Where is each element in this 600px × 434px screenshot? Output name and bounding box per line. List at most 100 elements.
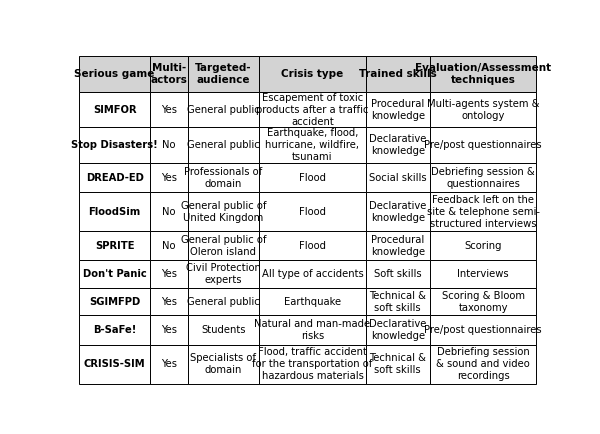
Text: Social skills: Social skills xyxy=(369,173,427,183)
Bar xyxy=(188,288,259,316)
Text: FloodSim: FloodSim xyxy=(88,207,141,217)
Bar xyxy=(365,56,430,92)
Text: Multi-agents system &
ontology: Multi-agents system & ontology xyxy=(427,99,539,121)
Bar xyxy=(430,288,536,316)
Text: General public of
Oleron island: General public of Oleron island xyxy=(181,235,266,257)
Text: Students: Students xyxy=(201,325,245,335)
Bar xyxy=(365,260,430,288)
Text: Procedural
knowledge: Procedural knowledge xyxy=(371,99,425,121)
Bar xyxy=(188,260,259,288)
Bar xyxy=(259,345,365,384)
Text: SGIMFPD: SGIMFPD xyxy=(89,297,140,307)
Bar xyxy=(79,231,151,260)
Text: General public: General public xyxy=(187,140,260,150)
Text: Targeted-
audience: Targeted- audience xyxy=(195,63,252,85)
Text: Soft skills: Soft skills xyxy=(374,269,422,279)
Text: Declarative
knowledge: Declarative knowledge xyxy=(369,201,427,223)
Text: General public: General public xyxy=(187,105,260,115)
Bar xyxy=(188,92,259,128)
Bar xyxy=(151,92,188,128)
Text: Pre/post questionnaires: Pre/post questionnaires xyxy=(424,140,542,150)
Text: Pre/post questionnaires: Pre/post questionnaires xyxy=(424,325,542,335)
Bar xyxy=(430,92,536,128)
Bar xyxy=(151,288,188,316)
Bar xyxy=(365,92,430,128)
Text: Procedural
knowledge: Procedural knowledge xyxy=(371,235,425,257)
Text: B-SaFe!: B-SaFe! xyxy=(93,325,136,335)
Text: Stop Disasters!: Stop Disasters! xyxy=(71,140,158,150)
Bar xyxy=(79,192,151,231)
Text: General public of
United Kingdom: General public of United Kingdom xyxy=(181,201,266,223)
Bar xyxy=(259,128,365,163)
Bar xyxy=(188,345,259,384)
Text: SIMFOR: SIMFOR xyxy=(93,105,136,115)
Bar xyxy=(259,56,365,92)
Bar xyxy=(430,128,536,163)
Text: General public: General public xyxy=(187,297,260,307)
Bar xyxy=(151,231,188,260)
Bar xyxy=(259,288,365,316)
Bar xyxy=(430,231,536,260)
Text: All type of accidents: All type of accidents xyxy=(262,269,364,279)
Text: SPRITE: SPRITE xyxy=(95,241,134,251)
Bar xyxy=(365,192,430,231)
Bar xyxy=(188,56,259,92)
Bar xyxy=(259,192,365,231)
Bar xyxy=(151,316,188,345)
Bar xyxy=(188,231,259,260)
Text: Escapement of toxic
products after a traffic
accident: Escapement of toxic products after a tra… xyxy=(256,92,368,127)
Text: Declarative
knowledge: Declarative knowledge xyxy=(369,134,427,156)
Bar xyxy=(430,316,536,345)
Text: Yes: Yes xyxy=(161,173,177,183)
Bar xyxy=(365,345,430,384)
Bar xyxy=(430,192,536,231)
Text: No: No xyxy=(162,140,176,150)
Text: Serious game: Serious game xyxy=(74,69,155,79)
Bar xyxy=(430,163,536,192)
Bar xyxy=(79,92,151,128)
Bar xyxy=(259,231,365,260)
Bar xyxy=(259,92,365,128)
Text: Declarative
knowledge: Declarative knowledge xyxy=(369,319,427,341)
Bar xyxy=(188,128,259,163)
Text: Scoring: Scoring xyxy=(464,241,502,251)
Text: Civil Protection
experts: Civil Protection experts xyxy=(186,263,261,285)
Text: Yes: Yes xyxy=(161,269,177,279)
Bar xyxy=(79,288,151,316)
Bar xyxy=(151,128,188,163)
Text: Flood: Flood xyxy=(299,241,326,251)
Text: CRISIS-SIM: CRISIS-SIM xyxy=(84,359,145,369)
Bar xyxy=(430,345,536,384)
Text: Yes: Yes xyxy=(161,359,177,369)
Bar xyxy=(79,260,151,288)
Bar xyxy=(259,260,365,288)
Text: Specialists of
domain: Specialists of domain xyxy=(190,353,256,375)
Bar xyxy=(430,56,536,92)
Text: Don't Panic: Don't Panic xyxy=(83,269,146,279)
Bar xyxy=(79,345,151,384)
Bar xyxy=(259,316,365,345)
Bar xyxy=(79,163,151,192)
Text: Yes: Yes xyxy=(161,105,177,115)
Bar xyxy=(365,288,430,316)
Bar xyxy=(151,192,188,231)
Text: Evaluation/Assessment
techniques: Evaluation/Assessment techniques xyxy=(415,63,551,85)
Text: Trained skills: Trained skills xyxy=(359,69,437,79)
Text: Technical &
soft skills: Technical & soft skills xyxy=(369,353,426,375)
Bar xyxy=(365,163,430,192)
Text: Earthquake: Earthquake xyxy=(284,297,341,307)
Text: Debriefing session &
questionnaires: Debriefing session & questionnaires xyxy=(431,167,535,189)
Text: Interviews: Interviews xyxy=(457,269,509,279)
Text: Scoring & Bloom
taxonomy: Scoring & Bloom taxonomy xyxy=(442,291,524,313)
Text: Yes: Yes xyxy=(161,325,177,335)
Text: Debriefing session
& sound and video
recordings: Debriefing session & sound and video rec… xyxy=(436,347,530,381)
Bar xyxy=(188,316,259,345)
Text: No: No xyxy=(162,207,176,217)
Text: Earthquake, flood,
hurricane, wildfire,
tsunami: Earthquake, flood, hurricane, wildfire, … xyxy=(265,128,359,162)
Text: Feedback left on the
site & telephone semi-
structured interviews: Feedback left on the site & telephone se… xyxy=(427,195,539,229)
Text: Technical &
soft skills: Technical & soft skills xyxy=(369,291,426,313)
Bar xyxy=(79,56,151,92)
Bar xyxy=(151,345,188,384)
Bar xyxy=(79,128,151,163)
Bar xyxy=(188,192,259,231)
